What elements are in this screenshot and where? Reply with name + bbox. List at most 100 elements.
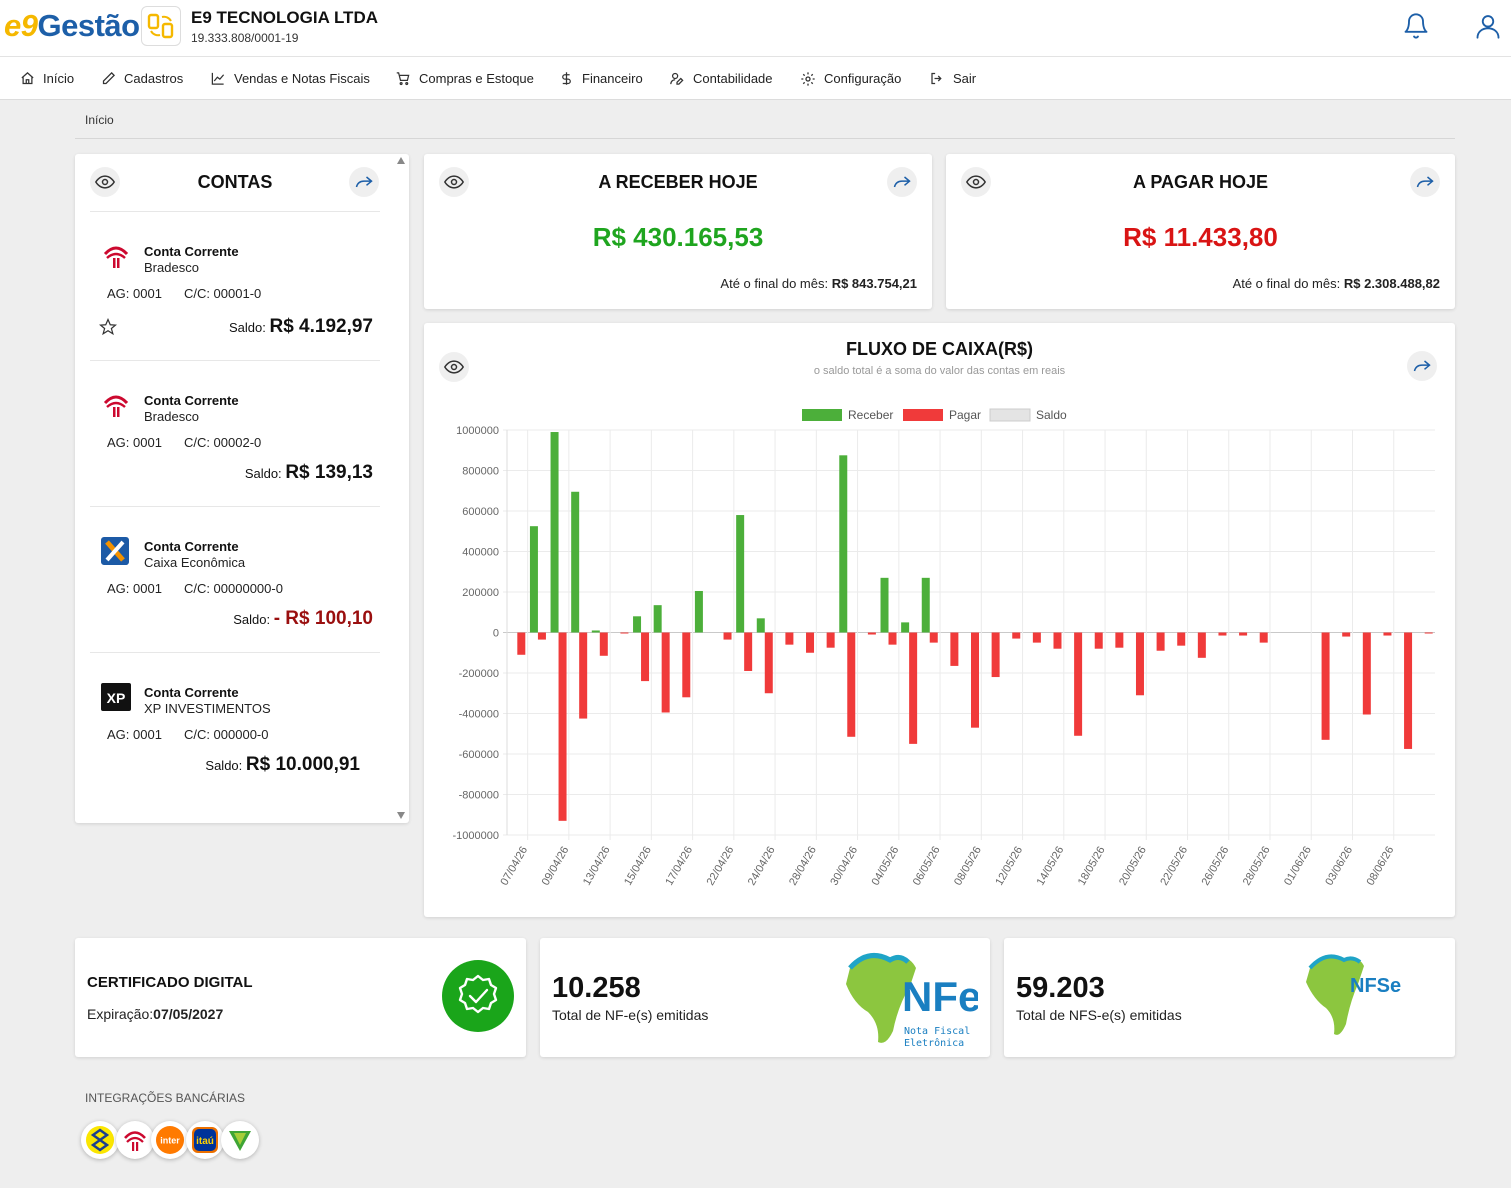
x-tick-label: 08/05/26 [952,845,984,888]
x-tick-label: 01/06/26 [1282,845,1314,888]
legend-label: Pagar [949,408,981,422]
bb-bank-icon[interactable] [81,1121,119,1159]
x-tick-label: 28/04/26 [787,845,819,888]
nav-contabilidade[interactable]: Contabilidade [669,57,773,100]
pagar-bar [1259,632,1268,643]
svg-text:Nota Fiscal: Nota Fiscal [904,1026,970,1037]
sicredi-bank-icon[interactable] [221,1121,259,1159]
share-icon[interactable] [349,167,379,197]
receber-bar [550,432,559,633]
app-logo[interactable]: e9Gestão [4,8,140,43]
itau-bank-icon[interactable]: itaú [186,1121,224,1159]
nav-inicio[interactable]: Início [20,57,74,100]
account-item[interactable]: Conta Corrente Bradesco AG: 0001 C/C: 000… [75,383,395,523]
scroll-up-arrow[interactable] [397,157,405,164]
pagar-bar [1177,632,1186,646]
top-header: e9Gestão E9 TECNOLOGIA LTDA 19.333.808/0… [0,0,1511,57]
contas-title: CONTAS [197,172,273,192]
user-icon[interactable] [1474,12,1502,45]
legend-swatch [903,409,943,421]
account-item[interactable]: XP Conta Corrente XP INVESTIMENTOS AG: 0… [75,675,395,815]
share-icon[interactable] [887,167,917,197]
y-tick-label: -1000000 [453,830,500,842]
pagar-bar [517,632,526,655]
nfse-card[interactable]: 59.203 Total de NFS-e(s) emitidas NFSe [1004,938,1455,1057]
bell-icon[interactable] [1402,12,1430,45]
x-tick-label: 12/05/26 [993,845,1025,888]
y-tick-label: -600000 [459,749,499,761]
pagar-bar [1342,632,1351,637]
y-tick-label: 200000 [462,587,499,599]
receber-bar [839,455,848,633]
y-tick-label: -200000 [459,668,499,680]
main-nav: Início Cadastros Vendas e Notas Fiscais … [0,57,1511,100]
home-icon [21,72,34,85]
contas-card: CONTAS Conta Corrente Bradesco AG: 0001 C… [75,154,409,823]
chart-subtitle: o saldo total é a soma do valor das cont… [813,365,1066,377]
star-icon[interactable] [98,317,118,341]
y-tick-label: 0 [493,628,499,640]
pagar-bar [599,632,608,656]
pagar-bar [785,632,794,645]
receber-bar [591,630,600,633]
user-edit-icon [670,72,684,85]
pagar-bar [1032,632,1041,643]
svg-text:inter: inter [160,1136,180,1146]
x-tick-label: 24/04/26 [746,845,778,888]
nav-financeiro[interactable]: Financeiro [559,57,643,100]
x-tick-label: 03/06/26 [1323,845,1355,888]
nfe-label: Total de NF-e(s) emitidas [552,1007,709,1023]
x-tick-label: 22/05/26 [1158,845,1190,888]
x-tick-label: 04/05/26 [870,845,902,888]
account-saldo: Saldo: R$ 139,13 [244,462,373,483]
pagar-bar [1218,632,1227,636]
x-tick-label: 09/04/26 [540,845,572,888]
pagar-bar [620,632,629,634]
nav-configuracao[interactable]: Configuração [800,57,901,100]
account-item[interactable]: Conta Corrente Caixa Econômica AG: 0001 C… [75,529,395,669]
share-icon[interactable] [1407,351,1437,381]
pagar-bar [929,632,938,643]
cashflow-chart[interactable]: 1000000 800000 600000 400000 200000 0 -200000 -… [424,323,1455,917]
receber-bar [921,577,930,633]
receber-bar [901,622,910,633]
x-tick-label: 15/04/26 [622,845,654,888]
scroll-down-arrow[interactable] [397,812,405,819]
eye-icon[interactable] [439,352,469,382]
nav-sair[interactable]: Sair [929,57,976,100]
nav-cadastros[interactable]: Cadastros [101,57,183,100]
breadcrumb[interactable]: Início [85,113,114,127]
share-icon[interactable] [1410,167,1440,197]
legend-swatch [989,408,1031,422]
eye-icon[interactable] [961,167,991,197]
account-saldo: Saldo: R$ 4.192,97 [228,316,373,337]
fluxo-caixa-card: FLUXO DE CAIXA(R$) o saldo total é a som… [424,323,1455,917]
svg-text:itaú: itaú [196,1136,214,1147]
company-switch-icon[interactable] [141,6,181,46]
divider [90,211,380,212]
pagar-bar [1074,632,1083,736]
eye-icon[interactable] [90,167,120,197]
bradesco-bank-icon[interactable] [116,1121,154,1159]
pagar-bar [764,632,773,694]
pagar-bar [1239,632,1248,636]
nfe-card[interactable]: 10.258 Total de NF-e(s) emitidas NFe Not… [540,938,990,1057]
verified-badge-icon [442,960,514,1032]
certificado-card[interactable]: CERTIFICADO DIGITAL Expiração:07/05/2027 [75,938,526,1057]
account-saldo: Saldo: - R$ 100,10 [233,608,373,629]
nav-compras[interactable]: Compras e Estoque [395,57,534,100]
company-name: E9 TECNOLOGIA LTDA [191,8,378,27]
inter-bank-icon[interactable]: inter [151,1121,189,1159]
y-tick-label: 1000000 [456,425,499,437]
y-tick-label: 600000 [462,506,499,518]
nfse-logo-icon: NFSe [1306,954,1401,1035]
pagar-bar [1012,632,1021,639]
x-tick-label: 26/05/26 [1200,845,1232,888]
nav-vendas[interactable]: Vendas e Notas Fiscais [210,57,370,100]
x-tick-label: 28/05/26 [1241,845,1273,888]
x-tick-label: 20/05/26 [1117,845,1149,888]
nfe-logo-icon: NFe Nota Fiscal Eletrônica [846,953,978,1049]
account-item[interactable]: Conta Corrente Bradesco AG: 0001 C/C: 000… [75,234,395,374]
pagar-bar [991,632,1000,678]
eye-icon[interactable] [439,167,469,197]
